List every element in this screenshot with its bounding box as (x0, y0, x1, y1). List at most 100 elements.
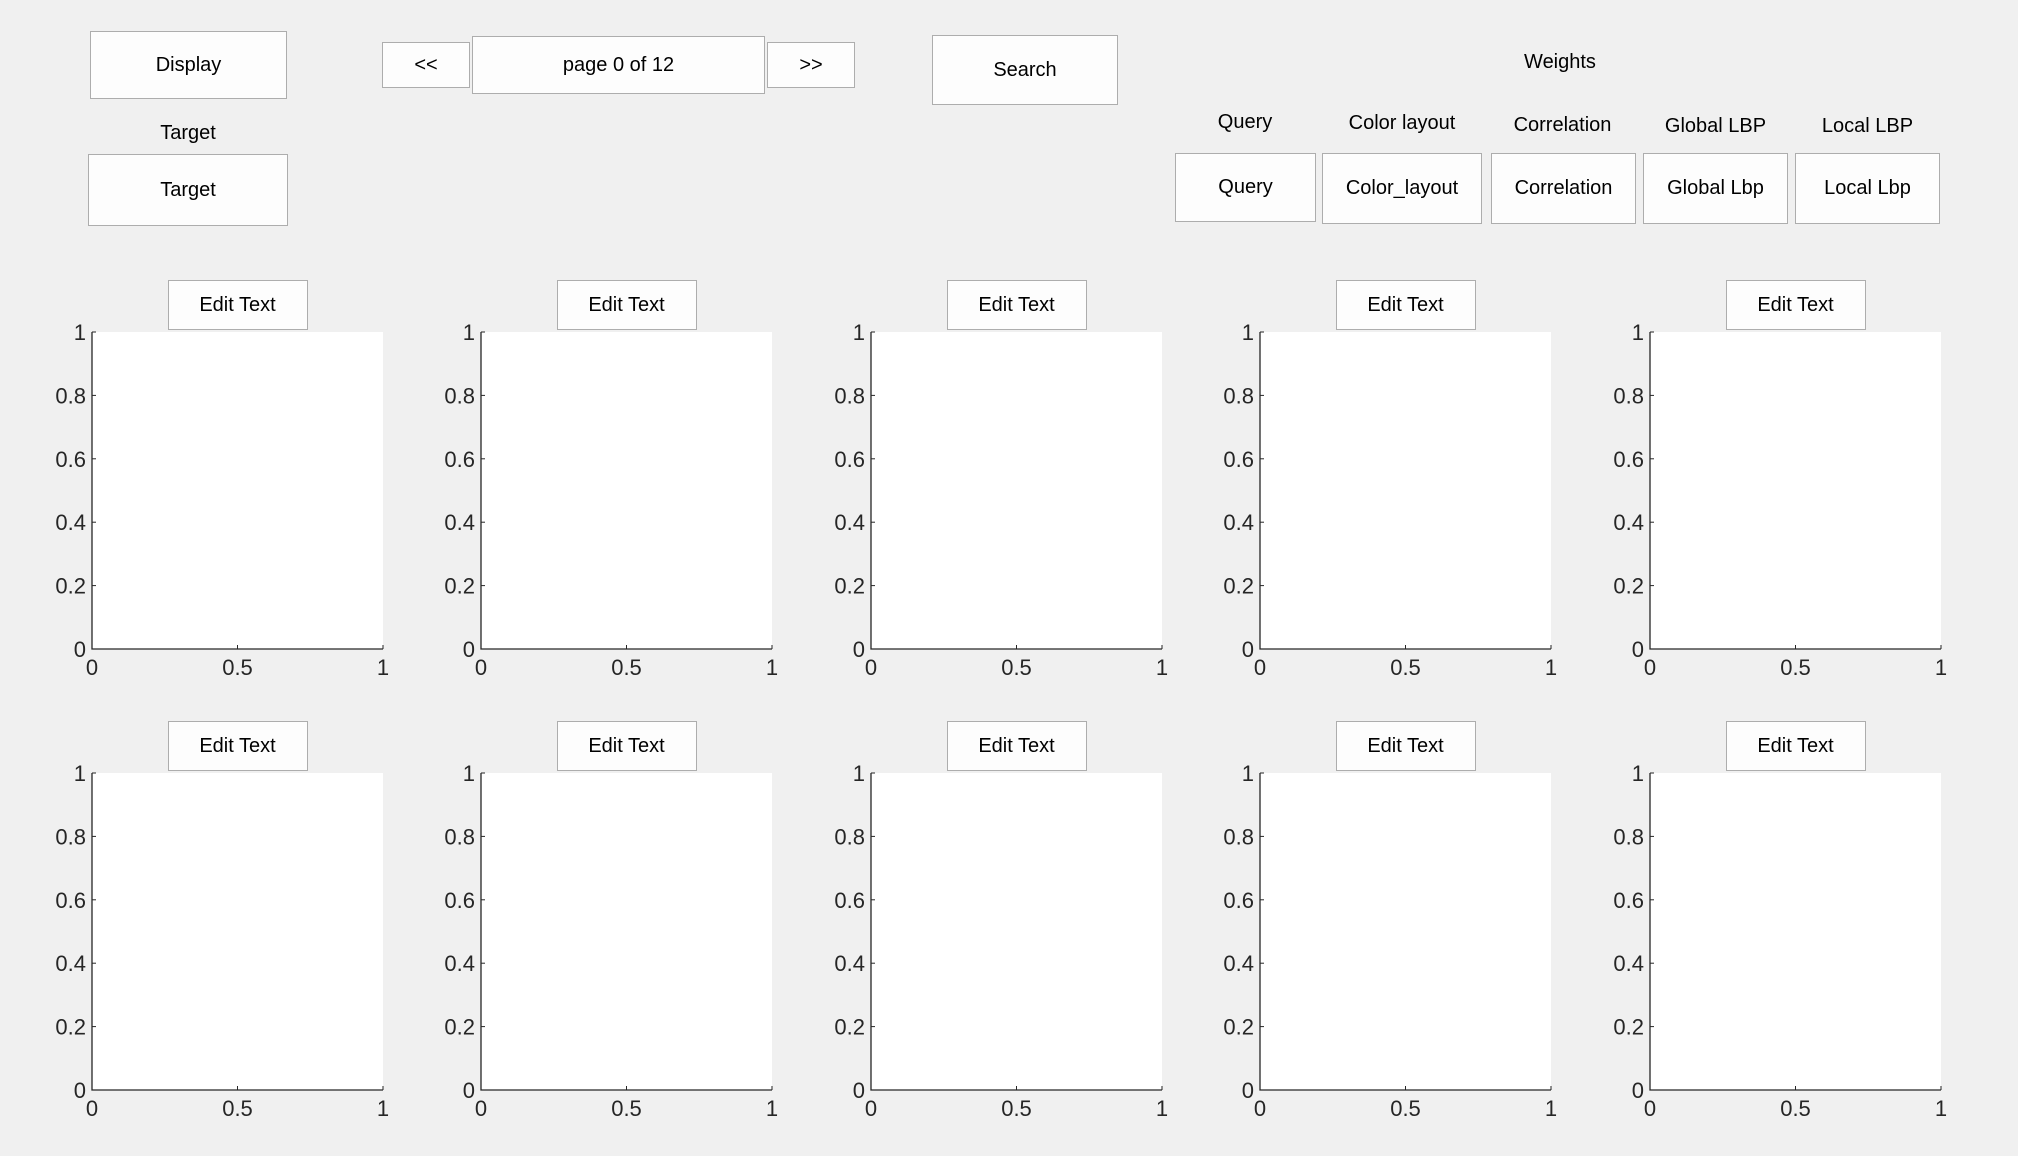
result-plot-area-5[interactable] (1650, 332, 1941, 649)
x-tick-label: 1 (1156, 655, 1168, 680)
y-tick-label: 0.2 (444, 574, 475, 599)
result-edit-text-4[interactable]: Edit Text (1335, 280, 1476, 330)
y-tick-label: 0 (853, 637, 865, 662)
y-tick-label: 0.6 (834, 888, 865, 913)
display-button[interactable]: Display (90, 31, 287, 99)
y-tick-label: 0.6 (55, 888, 86, 913)
result-axes-1: 0 0.5 1 0 0.2 0.4 0.6 0.8 1 (55, 320, 389, 680)
result-axes-8: 0 0.5 1 0 0.2 0.4 0.6 0.8 1 (834, 761, 1168, 1121)
y-tick-label: 0.6 (55, 447, 86, 472)
y-tick-label: 0.4 (1613, 510, 1644, 535)
weight-field-global-lbp[interactable]: Global Lbp (1643, 153, 1788, 224)
y-tick-label: 1 (74, 320, 86, 345)
weight-field-correlation[interactable]: Correlation (1491, 153, 1636, 224)
x-tick-label: 1 (766, 1096, 778, 1121)
result-edit-text-2[interactable]: Edit Text (556, 280, 697, 330)
result-plot-area-4[interactable] (1260, 332, 1551, 649)
y-tick-label: 0.2 (834, 1015, 865, 1040)
y-tick-label: 0.2 (1613, 574, 1644, 599)
y-tick-label: 0.6 (1223, 888, 1254, 913)
weight-caption-global-lbp: Global LBP (1664, 115, 1767, 137)
weights-title: Weights (1524, 51, 1596, 73)
result-edit-text-3[interactable]: Edit Text (946, 280, 1087, 330)
result-axes-2: 0 0.5 1 0 0.2 0.4 0.6 0.8 1 (444, 320, 778, 680)
y-tick-label: 0.8 (834, 383, 865, 408)
y-tick-label: 0.8 (1613, 824, 1644, 849)
y-tick-label: 0.6 (444, 888, 475, 913)
result-plot-area-6[interactable] (92, 773, 383, 1090)
result-edit-text-10[interactable]: Edit Text (1725, 721, 1866, 771)
x-tick-label: 1 (1935, 655, 1947, 680)
x-tick-label: 1 (1935, 1096, 1947, 1121)
y-tick-label: 0.4 (1613, 951, 1644, 976)
search-button[interactable]: Search (932, 35, 1118, 105)
x-tick-label: 1 (377, 655, 389, 680)
result-plot-area-1[interactable] (92, 332, 383, 649)
x-tick-label: 1 (1156, 1096, 1168, 1121)
y-tick-label: 1 (1242, 320, 1254, 345)
x-tick-label: 1 (1545, 655, 1557, 680)
y-tick-label: 0.8 (1613, 383, 1644, 408)
x-tick-label: 0 (1254, 655, 1266, 680)
y-tick-label: 0.8 (55, 824, 86, 849)
result-plot-area-7[interactable] (481, 773, 772, 1090)
x-tick-label: 0.5 (1001, 655, 1032, 680)
previous-page-button[interactable]: << (382, 42, 470, 88)
x-tick-label: 0 (475, 655, 487, 680)
y-tick-label: 0.6 (1613, 447, 1644, 472)
y-tick-label: 1 (1242, 761, 1254, 786)
y-tick-label: 0 (463, 1078, 475, 1103)
y-tick-label: 1 (74, 761, 86, 786)
next-page-button[interactable]: >> (767, 42, 855, 88)
result-plot-area-8[interactable] (871, 773, 1162, 1090)
y-tick-label: 0.8 (834, 824, 865, 849)
y-tick-label: 0.8 (1223, 383, 1254, 408)
result-edit-text-5[interactable]: Edit Text (1725, 280, 1866, 330)
result-plot-area-2[interactable] (481, 332, 772, 649)
weight-field-color-layout[interactable]: Color_layout (1322, 153, 1482, 224)
y-tick-label: 0.4 (834, 510, 865, 535)
x-tick-label: 0 (86, 655, 98, 680)
x-tick-label: 0.5 (611, 655, 642, 680)
result-plot-area-9[interactable] (1260, 773, 1551, 1090)
result-edit-text-6[interactable]: Edit Text (167, 721, 308, 771)
page-indicator-field[interactable]: page 0 of 12 (472, 36, 765, 94)
result-axes-3: 0 0.5 1 0 0.2 0.4 0.6 0.8 1 (834, 320, 1168, 680)
result-axes-7: 0 0.5 1 0 0.2 0.4 0.6 0.8 1 (444, 761, 778, 1121)
x-tick-label: 0 (1254, 1096, 1266, 1121)
y-tick-label: 0.4 (444, 951, 475, 976)
y-tick-label: 0.8 (444, 383, 475, 408)
y-tick-label: 0.6 (834, 447, 865, 472)
y-tick-label: 0.2 (55, 1015, 86, 1040)
result-edit-text-9[interactable]: Edit Text (1335, 721, 1476, 771)
weight-field-local-lbp[interactable]: Local Lbp (1795, 153, 1940, 224)
x-tick-label: 0.5 (1001, 1096, 1032, 1121)
y-tick-label: 0 (1242, 637, 1254, 662)
result-edit-text-1[interactable]: Edit Text (167, 280, 308, 330)
result-edit-text-7[interactable]: Edit Text (556, 721, 697, 771)
y-tick-label: 0.4 (444, 510, 475, 535)
y-tick-label: 0.8 (444, 824, 475, 849)
result-plot-area-3[interactable] (871, 332, 1162, 649)
y-tick-label: 0.8 (1223, 824, 1254, 849)
y-tick-label: 0.6 (444, 447, 475, 472)
y-tick-label: 1 (1632, 320, 1644, 345)
y-tick-label: 0.2 (1223, 574, 1254, 599)
y-tick-label: 0.2 (444, 1015, 475, 1040)
weight-caption-local-lbp: Local LBP (1821, 115, 1914, 137)
result-axes-4: 0 0.5 1 0 0.2 0.4 0.6 0.8 1 (1223, 320, 1557, 680)
target-caption: Target (160, 122, 216, 144)
weight-field-query[interactable]: Query (1175, 153, 1316, 222)
target-field[interactable]: Target (88, 154, 288, 226)
y-tick-label: 0 (463, 637, 475, 662)
x-tick-label: 1 (766, 655, 778, 680)
weight-caption-query: Query (1217, 111, 1273, 133)
result-edit-text-8[interactable]: Edit Text (946, 721, 1087, 771)
x-tick-label: 0.5 (1780, 1096, 1811, 1121)
y-tick-label: 0 (1632, 1078, 1644, 1103)
y-tick-label: 1 (463, 320, 475, 345)
y-tick-label: 0.2 (55, 574, 86, 599)
result-plot-area-10[interactable] (1650, 773, 1941, 1090)
x-tick-label: 0.5 (611, 1096, 642, 1121)
y-tick-label: 1 (853, 761, 865, 786)
